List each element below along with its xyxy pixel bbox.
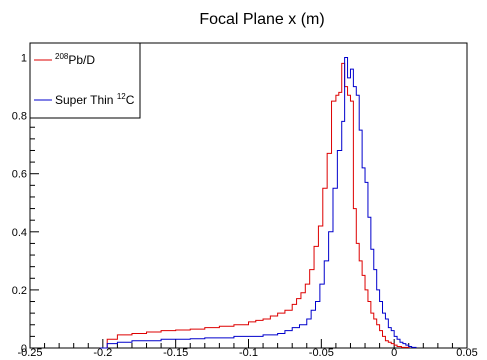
y-tick-label: 0.2 bbox=[12, 285, 27, 297]
legend-label-prefix: Super Thin bbox=[55, 93, 117, 107]
y-tick-label: 0.8 bbox=[12, 111, 27, 123]
legend-label: Super Thin 12C bbox=[55, 92, 135, 107]
legend-label-sup: 208 bbox=[55, 52, 69, 61]
x-tick-label: -0.2 bbox=[93, 347, 112, 359]
series-line-2 bbox=[99, 57, 417, 349]
series-layer bbox=[99, 57, 417, 349]
legend-label-sup: 12 bbox=[117, 92, 126, 101]
chart-title: Focal Plane x (m) bbox=[199, 11, 324, 28]
x-tick-label: -0.15 bbox=[163, 347, 188, 359]
legend: 208Pb/D Super Thin 12C bbox=[29, 42, 141, 119]
y-tick-label: 0 bbox=[21, 343, 27, 355]
series-line-1 bbox=[99, 62, 410, 349]
legend-label-suffix: Pb/D bbox=[68, 53, 95, 67]
x-tick-label: 0 bbox=[391, 347, 397, 359]
legend-entries: 208Pb/D Super Thin 12C bbox=[34, 52, 135, 107]
y-tick-label: 0.4 bbox=[12, 227, 27, 239]
x-tick-label: -0.1 bbox=[239, 347, 258, 359]
x-axis: -0.25 -0.2 -0.15 -0.1 -0.05 0 0.05 bbox=[17, 339, 478, 359]
legend-label: 208Pb/D bbox=[55, 52, 95, 67]
legend-label-suffix: C bbox=[126, 93, 135, 107]
y-tick-label: 1 bbox=[21, 53, 27, 65]
y-tick-label: 0.6 bbox=[12, 169, 27, 181]
x-tick-label: -0.05 bbox=[309, 347, 334, 359]
legend-box bbox=[29, 42, 141, 119]
x-tick-label: -0.25 bbox=[17, 347, 42, 359]
x-tick-label: 0.05 bbox=[456, 347, 477, 359]
